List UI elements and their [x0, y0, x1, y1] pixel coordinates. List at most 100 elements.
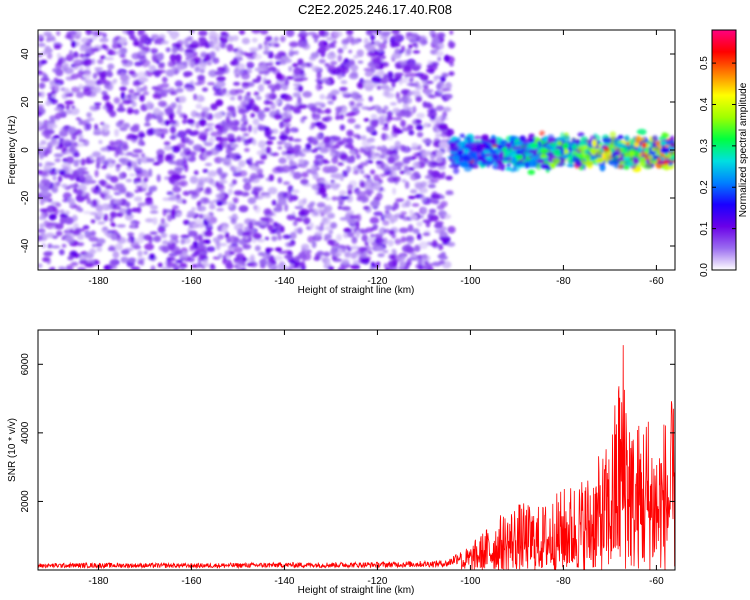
heatmap-cell — [288, 65, 293, 72]
heatmap-cell — [292, 62, 299, 68]
heatmap-cell — [285, 103, 291, 111]
heatmap-cell — [112, 187, 120, 192]
heatmap-xtick-label: -140 — [274, 276, 294, 287]
heatmap-cell — [363, 205, 370, 211]
heatmap-cell — [102, 189, 111, 195]
heatmap-cell — [444, 93, 453, 99]
heatmap-cell — [140, 169, 148, 173]
heatmap-cell — [623, 165, 630, 170]
heatmap-cell — [436, 116, 444, 120]
heatmap-cell — [257, 84, 265, 92]
heatmap-cell — [365, 126, 372, 131]
heatmap-cell — [69, 174, 76, 181]
heatmap-cell — [132, 80, 141, 87]
heatmap-cell — [51, 245, 61, 249]
heatmap-cell — [527, 161, 537, 168]
heatmap-cell — [130, 125, 140, 133]
heatmap-cell — [68, 146, 76, 154]
heatmap-cell — [154, 73, 161, 78]
heatmap-cell — [429, 209, 436, 215]
heatmap-cell — [79, 47, 85, 52]
heatmap-cell — [434, 229, 444, 234]
heatmap-cell — [360, 257, 370, 264]
heatmap-cell — [424, 90, 432, 96]
heatmap-cell — [114, 150, 119, 158]
heatmap-cell — [170, 215, 176, 220]
heatmap-cell — [307, 31, 317, 36]
snr-xtick-label: -60 — [649, 576, 664, 587]
heatmap-cell — [211, 33, 220, 38]
heatmap-cell — [370, 200, 380, 208]
heatmap-cell — [402, 216, 409, 222]
heatmap-cell — [314, 146, 322, 151]
heatmap-cell — [189, 44, 199, 49]
heatmap-cell — [193, 245, 199, 250]
heatmap-cell — [180, 267, 185, 270]
heatmap-cell — [511, 156, 517, 164]
heatmap-cell — [604, 151, 610, 158]
heatmap-cell — [352, 260, 360, 266]
heatmap-cell — [364, 245, 372, 253]
heatmap-cell — [651, 135, 659, 142]
heatmap-cell — [172, 42, 179, 49]
heatmap-cell — [130, 266, 141, 270]
heatmap-cell — [261, 147, 266, 154]
heatmap-cell — [45, 164, 52, 171]
heatmap-cell — [401, 179, 407, 183]
heatmap-cell — [349, 252, 359, 260]
heatmap-cell — [137, 130, 145, 139]
heatmap-cell — [264, 128, 274, 135]
heatmap-cell — [346, 156, 355, 164]
heatmap-cell — [58, 169, 66, 175]
heatmap-cell — [229, 96, 236, 101]
heatmap-cell — [76, 143, 86, 147]
heatmap-cell — [536, 159, 546, 164]
heatmap-cell — [121, 58, 129, 65]
heatmap-cell — [549, 141, 555, 147]
heatmap-cell — [118, 103, 124, 111]
heatmap-cell — [318, 123, 327, 130]
heatmap-cell — [253, 91, 260, 96]
heatmap-cell — [192, 223, 199, 229]
heatmap-cell — [46, 34, 55, 41]
heatmap-cell — [52, 235, 58, 239]
heatmap-cell — [423, 122, 429, 128]
heatmap-cell — [391, 42, 401, 48]
heatmap-cell — [360, 182, 366, 188]
heatmap-cell — [327, 64, 336, 71]
heatmap-cell — [157, 225, 166, 234]
heatmap-cell — [111, 211, 118, 218]
heatmap-cell — [227, 133, 235, 139]
heatmap-cell — [424, 175, 434, 180]
heatmap-cell — [392, 187, 397, 195]
heatmap-cell — [376, 183, 381, 190]
heatmap-cell — [648, 154, 653, 160]
heatmap-cell — [96, 238, 106, 245]
heatmap-cell — [277, 146, 283, 150]
heatmap-cell — [96, 105, 101, 110]
heatmap-cell — [293, 67, 303, 75]
heatmap-cell — [457, 141, 465, 148]
heatmap-cell — [93, 102, 102, 106]
heatmap-cell — [39, 223, 45, 229]
heatmap-cell — [365, 30, 373, 36]
heatmap-cell — [370, 169, 376, 175]
heatmap-cell — [382, 220, 390, 226]
heatmap-cell — [40, 230, 46, 236]
heatmap-cell — [331, 196, 339, 201]
heatmap-cell — [222, 126, 228, 135]
heatmap-cell — [377, 253, 385, 258]
heatmap-cell — [222, 141, 229, 149]
heatmap-cell — [95, 31, 105, 36]
heatmap-cell — [72, 59, 82, 65]
heatmap-cell — [131, 101, 137, 108]
heatmap-cell — [441, 88, 452, 92]
heatmap-cell — [663, 163, 670, 171]
heatmap-cell — [481, 134, 489, 142]
heatmap-cell — [401, 127, 411, 132]
heatmap-cell — [40, 140, 47, 146]
heatmap-cell — [164, 107, 174, 114]
heatmap-cell — [430, 161, 439, 166]
heatmap-cell — [143, 234, 152, 241]
heatmap-cell — [382, 237, 388, 245]
